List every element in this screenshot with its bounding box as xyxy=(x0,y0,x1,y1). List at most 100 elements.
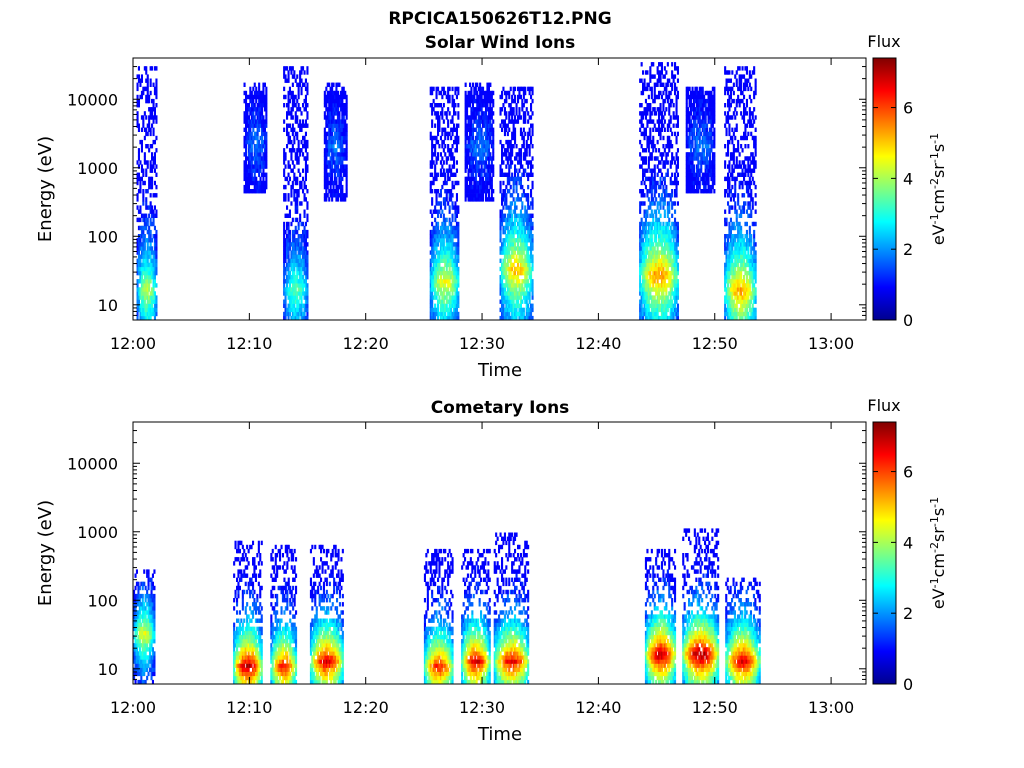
spectrogram-cell xyxy=(451,205,454,210)
spectrogram-cell xyxy=(297,103,300,108)
spectrogram-cell xyxy=(143,213,146,218)
spectrogram-cell xyxy=(434,303,437,308)
spectrogram-cell xyxy=(466,135,469,141)
spectrogram-cell xyxy=(528,295,531,300)
spectrogram-cell xyxy=(650,62,653,67)
spectrogram-cell xyxy=(492,197,495,202)
spectrogram-cell xyxy=(653,90,656,96)
spectrogram-cell xyxy=(530,229,533,235)
spectrogram-cell xyxy=(486,156,489,161)
spectrogram-cell xyxy=(640,229,643,235)
spectrogram-cell xyxy=(296,176,299,182)
spectrogram-cell xyxy=(287,295,290,300)
spectrogram-cell xyxy=(434,307,437,313)
spectrogram-cell xyxy=(341,144,344,149)
spectrogram-cell xyxy=(505,246,508,251)
spectrogram-cell xyxy=(142,311,145,317)
spectrogram-cell xyxy=(262,172,265,177)
spectrogram-cell xyxy=(642,295,645,300)
spectrogram-cell xyxy=(650,172,653,177)
spectrogram-cell xyxy=(137,291,140,296)
spectrogram-cell xyxy=(671,193,674,198)
spectrogram-cell xyxy=(470,189,473,194)
spectrogram-cell xyxy=(338,144,341,149)
spectrogram-cell xyxy=(483,94,486,100)
spectrogram-cell xyxy=(253,184,256,190)
spectrogram-cell xyxy=(294,103,297,108)
spectrogram-cell xyxy=(492,168,495,173)
spectrogram-cell xyxy=(457,279,460,284)
spectrogram-cell xyxy=(672,201,675,206)
spectrogram-cell xyxy=(659,315,662,321)
spectrogram-cell xyxy=(525,98,528,104)
spectrogram-cell xyxy=(284,270,287,276)
spectrogram-cell xyxy=(675,135,678,141)
spectrogram-cell xyxy=(335,168,338,173)
spectrogram-cell xyxy=(342,103,345,108)
spectrogram-cell xyxy=(531,258,534,263)
spectrogram-cell xyxy=(509,315,512,321)
spectrogram-cell xyxy=(297,246,300,251)
spectrogram-cell xyxy=(326,164,329,169)
spectrogram-cell xyxy=(501,287,504,292)
spectrogram-cell xyxy=(527,307,530,313)
spectrogram-cell xyxy=(335,152,338,157)
spectrogram-cell xyxy=(293,103,296,108)
spectrogram-cell xyxy=(451,184,454,190)
spectrogram-cell xyxy=(329,184,332,190)
spectrogram-cell xyxy=(153,66,156,71)
spectrogram-cell xyxy=(453,172,456,177)
spectrogram-cell xyxy=(445,258,448,263)
spectrogram-cell xyxy=(477,164,480,169)
spectrogram-cell xyxy=(447,270,450,276)
spectrogram-cell xyxy=(438,238,441,243)
spectrogram-cell xyxy=(444,250,447,255)
spectrogram-cell xyxy=(476,184,479,190)
spectrogram-cell xyxy=(469,184,472,190)
spectrogram-cell xyxy=(259,148,262,153)
spectrogram-cell xyxy=(669,254,672,259)
spectrogram-cell xyxy=(482,111,485,116)
spectrogram-cell xyxy=(444,225,447,231)
spectrogram-cell xyxy=(643,213,646,218)
spectrogram-cell xyxy=(142,115,145,120)
spectrogram-cell xyxy=(323,184,326,190)
spectrogram-cell xyxy=(525,311,528,317)
spectrogram-cell xyxy=(302,303,305,308)
spectrogram-cell xyxy=(659,258,662,263)
spectrogram-cell xyxy=(250,131,253,137)
spectrogram-cell xyxy=(246,103,249,108)
spectrogram-cell xyxy=(339,172,342,177)
spectrogram-cell xyxy=(655,287,658,292)
spectrogram-cell xyxy=(247,164,250,169)
spectrogram-cell xyxy=(442,148,445,153)
spectrogram-cell xyxy=(691,184,694,190)
spectrogram-cell xyxy=(304,299,307,304)
spectrogram-cell xyxy=(662,74,665,79)
spectrogram-cell xyxy=(287,238,290,243)
spectrogram-cell xyxy=(522,86,525,92)
spectrogram-cell xyxy=(640,193,643,198)
spectrogram-cell xyxy=(501,221,504,227)
spectrogram-cell xyxy=(685,189,688,194)
spectrogram-cell xyxy=(437,152,440,157)
spectrogram-cell xyxy=(659,303,662,308)
spectrogram-cell xyxy=(336,98,339,104)
spectrogram-cell xyxy=(286,131,289,137)
spectrogram-cell xyxy=(153,250,156,255)
spectrogram-cell xyxy=(531,197,534,202)
spectrogram-cell xyxy=(656,217,659,223)
spectrogram-cell xyxy=(525,172,528,177)
spectrogram-cell xyxy=(291,123,294,128)
spectrogram-cell xyxy=(506,221,509,227)
spectrogram-cell xyxy=(479,127,482,132)
spectrogram-cell xyxy=(431,107,434,112)
spectrogram-cell xyxy=(482,148,485,153)
spectrogram-cell xyxy=(660,193,663,198)
spectrogram-cell xyxy=(328,94,331,100)
spectrogram-cell xyxy=(483,119,486,124)
spectrogram-cell xyxy=(660,295,663,300)
spectrogram-cell xyxy=(451,262,454,268)
spectrogram-cell xyxy=(646,86,649,92)
spectrogram-cell xyxy=(647,283,650,288)
